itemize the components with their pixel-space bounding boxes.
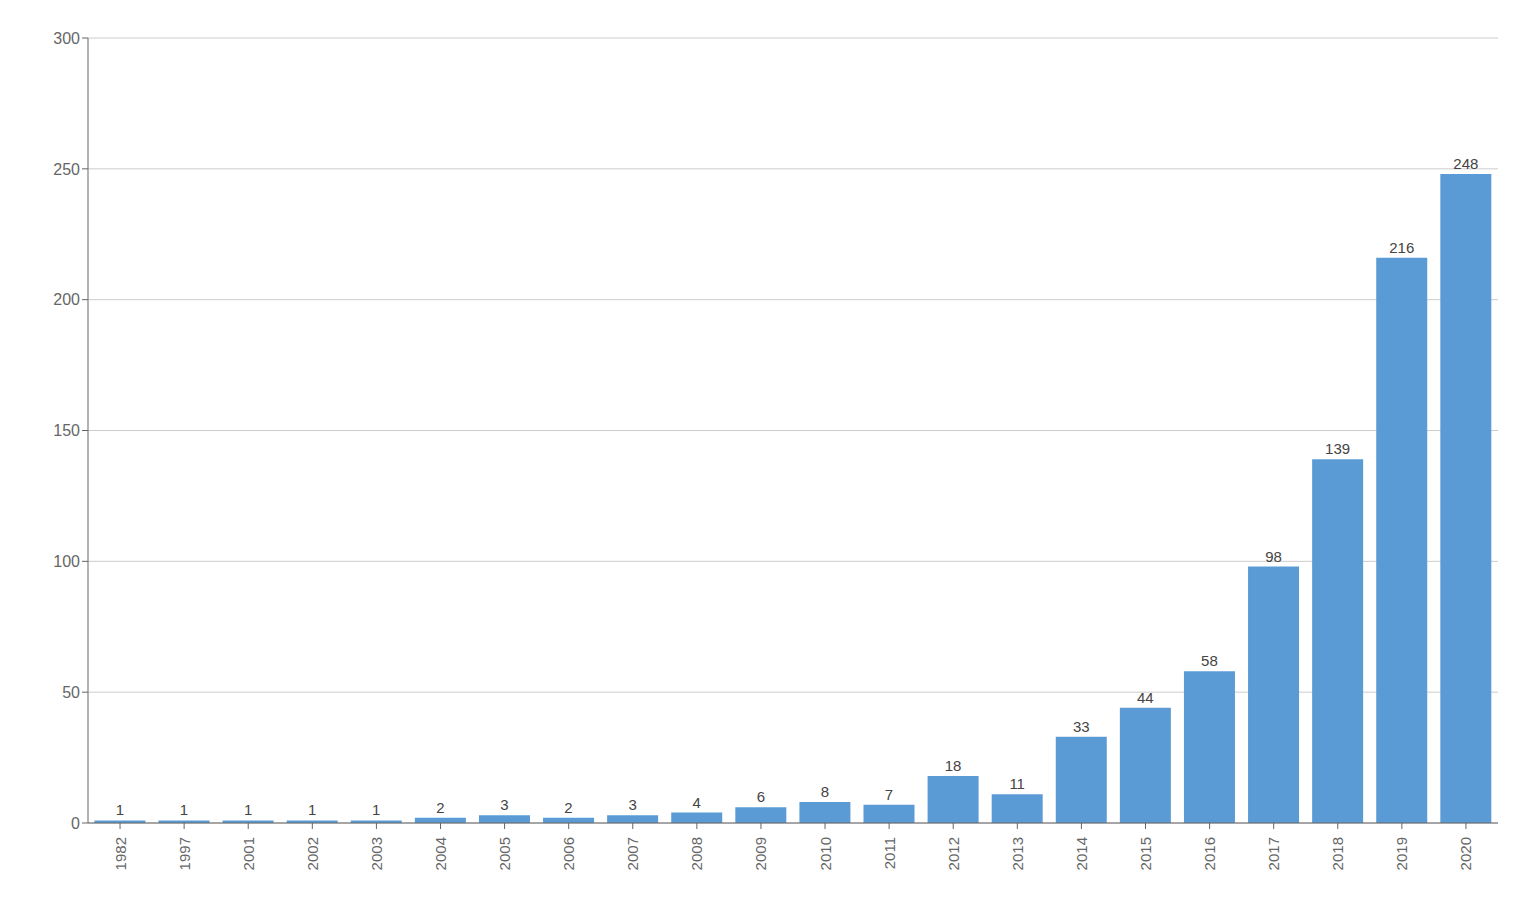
svg-text:2011: 2011 [881, 837, 898, 869]
svg-text:248: 248 [1453, 155, 1478, 172]
svg-text:33: 33 [1073, 718, 1090, 735]
svg-text:2010: 2010 [817, 837, 834, 870]
svg-text:1: 1 [372, 801, 380, 818]
svg-text:1: 1 [116, 801, 124, 818]
svg-text:1: 1 [244, 801, 252, 818]
svg-text:1997: 1997 [176, 837, 193, 870]
svg-text:2006: 2006 [560, 837, 577, 870]
svg-text:18: 18 [945, 757, 962, 774]
svg-text:2: 2 [436, 799, 444, 816]
svg-text:216: 216 [1389, 239, 1414, 256]
svg-text:2015: 2015 [1137, 837, 1154, 870]
svg-text:58: 58 [1201, 652, 1218, 669]
svg-text:8: 8 [821, 783, 829, 800]
svg-text:2008: 2008 [688, 837, 705, 870]
svg-text:4: 4 [693, 794, 701, 811]
svg-text:3: 3 [500, 796, 508, 813]
svg-text:300: 300 [53, 30, 80, 47]
svg-text:1982: 1982 [112, 837, 129, 870]
svg-text:2020: 2020 [1457, 837, 1474, 870]
svg-text:2016: 2016 [1201, 837, 1218, 870]
svg-text:2014: 2014 [1073, 837, 1090, 870]
svg-text:100: 100 [53, 553, 80, 570]
svg-text:1: 1 [180, 801, 188, 818]
svg-text:98: 98 [1265, 548, 1282, 565]
svg-text:2017: 2017 [1265, 837, 1282, 870]
svg-text:1: 1 [308, 801, 316, 818]
svg-text:2019: 2019 [1393, 837, 1410, 870]
svg-text:3: 3 [628, 796, 636, 813]
svg-text:250: 250 [53, 161, 80, 178]
svg-text:2003: 2003 [368, 837, 385, 870]
svg-text:11: 11 [1009, 775, 1025, 792]
svg-text:2002: 2002 [304, 837, 321, 870]
svg-text:0: 0 [71, 815, 80, 832]
svg-text:50: 50 [62, 684, 80, 701]
svg-text:2012: 2012 [945, 837, 962, 870]
svg-text:150: 150 [53, 422, 80, 439]
svg-text:2005: 2005 [496, 837, 513, 870]
svg-text:2004: 2004 [432, 837, 449, 870]
svg-text:200: 200 [53, 291, 80, 308]
svg-text:6: 6 [757, 788, 765, 805]
svg-text:2018: 2018 [1329, 837, 1346, 870]
svg-text:2009: 2009 [752, 837, 769, 870]
svg-text:139: 139 [1325, 440, 1350, 457]
svg-text:44: 44 [1137, 689, 1154, 706]
svg-text:2001: 2001 [240, 837, 257, 870]
svg-text:2007: 2007 [624, 837, 641, 870]
svg-text:7: 7 [885, 786, 893, 803]
svg-text:2: 2 [564, 799, 572, 816]
svg-text:2013: 2013 [1009, 837, 1026, 870]
